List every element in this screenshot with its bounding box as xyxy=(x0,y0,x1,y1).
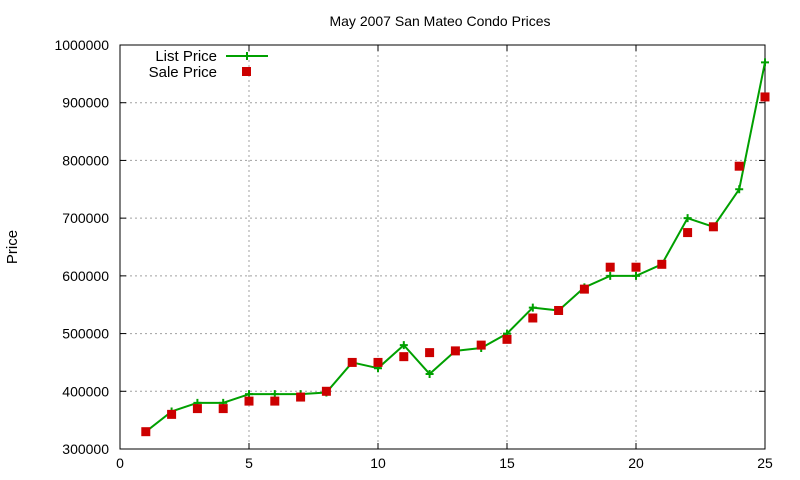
y-axis-label: Price xyxy=(4,230,21,264)
sale-price-point xyxy=(347,357,357,367)
y-tick-label: 800000 xyxy=(62,152,109,168)
sale-price-point xyxy=(605,262,615,272)
grid xyxy=(120,45,765,449)
sale-price-point xyxy=(425,348,435,358)
sale-price-point xyxy=(554,305,564,315)
sale-price-point xyxy=(476,340,486,350)
sale-price-point xyxy=(528,313,538,323)
sale-price-point xyxy=(502,334,512,344)
x-tick-label: 10 xyxy=(370,455,386,471)
x-tick-label: 25 xyxy=(757,455,773,471)
list-price-point xyxy=(606,271,615,280)
x-tick-label: 15 xyxy=(499,455,515,471)
axis-ticks xyxy=(119,44,766,450)
sale-price-point xyxy=(373,357,383,367)
sale-price-point xyxy=(760,92,770,102)
x-tick-label: 0 xyxy=(116,455,124,471)
y-tick-label: 500000 xyxy=(62,326,109,342)
sale-price-point xyxy=(683,228,693,238)
list-price-point xyxy=(735,185,744,194)
sale-price-point xyxy=(579,284,589,294)
chart-title: May 2007 San Mateo Condo Prices xyxy=(329,13,550,29)
legend-label-list-price: List Price xyxy=(155,48,217,65)
sale-price-point xyxy=(450,346,460,356)
list-price-point xyxy=(399,341,408,350)
y-tick-label: 400000 xyxy=(62,383,109,399)
sale-price-point xyxy=(244,396,254,406)
sale-price-point xyxy=(321,386,331,396)
sale-price-point xyxy=(631,262,641,272)
sale-price-point xyxy=(192,404,202,414)
legend-marker-sale-price xyxy=(242,67,251,76)
y-tick-label: 1000000 xyxy=(54,37,109,53)
sale-price-point xyxy=(270,396,280,406)
sale-price-point xyxy=(218,404,228,414)
list-price-point xyxy=(425,369,434,378)
plot-border xyxy=(119,44,766,450)
sale-price-point xyxy=(657,259,667,269)
y-tick-label: 300000 xyxy=(62,441,109,457)
y-tick-labels: 300000 400000 500000 600000 700000 800000 9000… xyxy=(54,37,109,457)
x-tick-labels: 0 5 10 15 20 25 xyxy=(116,455,773,471)
sale-price-point xyxy=(734,161,744,171)
sale-price-point xyxy=(167,409,177,419)
y-tick-label: 900000 xyxy=(62,95,109,111)
x-tick-label: 5 xyxy=(245,455,253,471)
legend-label-sale-price: Sale Price xyxy=(149,64,217,81)
list-price-point xyxy=(683,214,692,223)
y-tick-label: 700000 xyxy=(62,210,109,226)
list-price-point xyxy=(528,303,537,312)
y-tick-label: 600000 xyxy=(62,268,109,284)
legend: List Price Sale Price xyxy=(149,48,268,81)
sale-price-point xyxy=(141,427,151,437)
sale-price-point xyxy=(296,392,306,402)
sale-price-point xyxy=(708,222,718,232)
legend-marker-list-price xyxy=(243,52,251,60)
list-price-point xyxy=(632,271,640,280)
sale-price-point xyxy=(399,352,409,362)
x-tick-label: 20 xyxy=(628,455,644,471)
list-price-point xyxy=(761,58,769,67)
series-sale-price xyxy=(141,92,770,437)
